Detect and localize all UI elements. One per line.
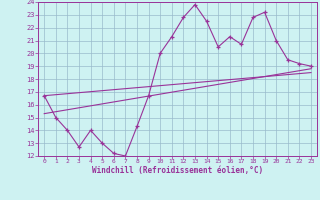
X-axis label: Windchill (Refroidissement éolien,°C): Windchill (Refroidissement éolien,°C) [92,166,263,175]
